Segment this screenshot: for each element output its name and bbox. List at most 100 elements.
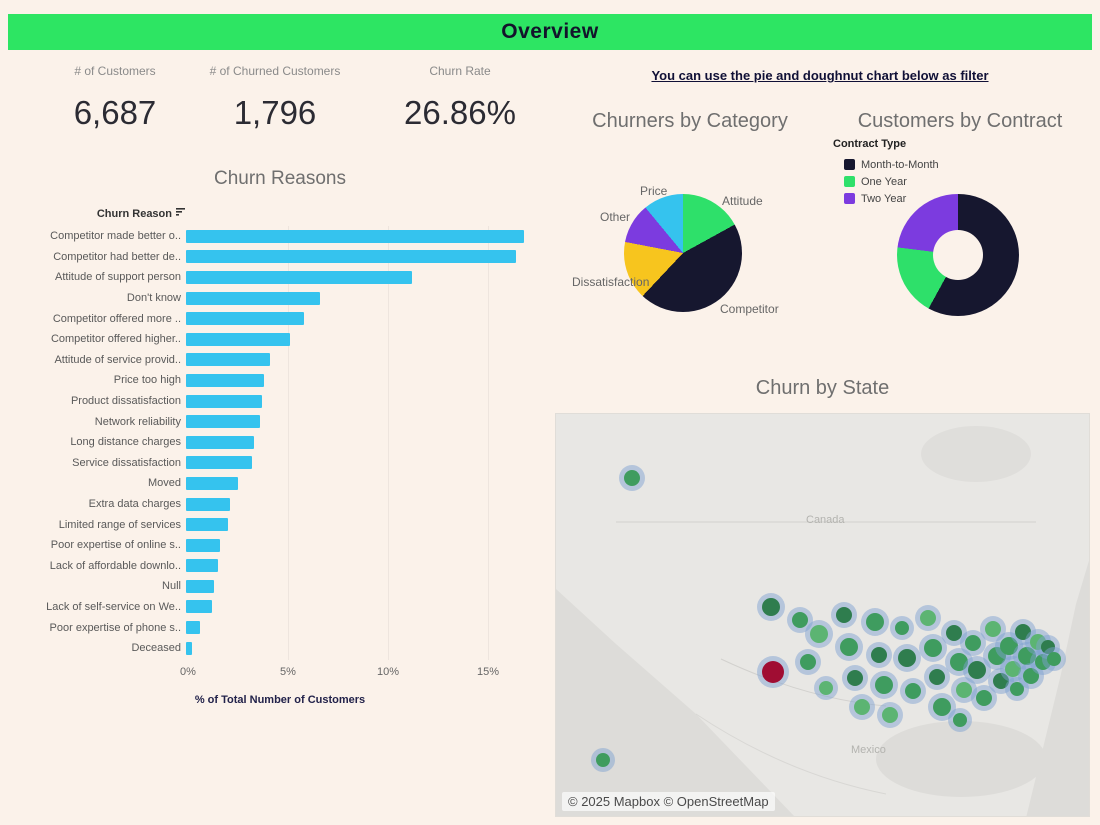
bar-row[interactable]: Competitor made better o.. (0, 226, 545, 247)
state-bubble[interactable] (965, 635, 981, 651)
legend-label: Two Year (861, 192, 907, 205)
bar[interactable] (186, 229, 524, 243)
bar-row[interactable]: Price too high (0, 370, 545, 391)
state-bubble[interactable] (792, 612, 808, 628)
bar[interactable] (186, 250, 516, 264)
state-bubble[interactable] (956, 682, 972, 698)
bar[interactable] (186, 497, 230, 511)
state-bubble[interactable] (762, 661, 784, 683)
bar-label: Extra data charges (88, 498, 181, 511)
state-bubble[interactable] (933, 698, 951, 716)
state-bubble[interactable] (924, 639, 942, 657)
bar-row[interactable]: Null (0, 576, 545, 597)
state-bubble[interactable] (920, 610, 936, 626)
state-bubble[interactable] (1023, 668, 1039, 684)
bar-label: Poor expertise of phone s.. (49, 621, 181, 634)
bar[interactable] (186, 621, 200, 635)
state-bubble[interactable] (810, 625, 828, 643)
contract-doughnut[interactable] (897, 194, 1019, 316)
bar-row[interactable]: Network reliability (0, 411, 545, 432)
bar-row[interactable]: Lack of affordable downlo.. (0, 556, 545, 577)
bar-label: Competitor made better o.. (50, 230, 181, 243)
state-bubble[interactable] (929, 669, 945, 685)
bar[interactable] (186, 373, 264, 387)
state-bubble[interactable] (1047, 652, 1061, 666)
bar[interactable] (186, 518, 228, 532)
bar[interactable] (186, 559, 218, 573)
bar-row[interactable]: Poor expertise of online s.. (0, 535, 545, 556)
state-bubble[interactable] (875, 676, 893, 694)
state-bubble[interactable] (950, 653, 968, 671)
state-bubble[interactable] (1010, 682, 1024, 696)
bar-row[interactable]: Lack of self-service on We.. (0, 597, 545, 618)
state-bubble[interactable] (898, 649, 916, 667)
state-bubble[interactable] (847, 670, 863, 686)
bar[interactable] (186, 353, 270, 367)
state-bubble[interactable] (762, 598, 780, 616)
legend-swatch-icon (844, 193, 855, 204)
state-bubble[interactable] (895, 621, 909, 635)
state-bubble[interactable] (866, 613, 884, 631)
pie-label-dissatisfaction: Dissatisfaction (572, 275, 650, 289)
state-bubble[interactable] (953, 713, 967, 727)
bar[interactable] (186, 332, 290, 346)
bar[interactable] (186, 538, 220, 552)
bar-row[interactable]: Attitude of service provid.. (0, 350, 545, 371)
state-bubble[interactable] (596, 753, 610, 767)
bar-row[interactable]: Competitor had better de.. (0, 247, 545, 268)
bar[interactable] (186, 270, 412, 284)
churn-by-state-title: Churn by State (755, 377, 890, 399)
state-bubble[interactable] (985, 621, 1001, 637)
category-pie[interactable] (624, 194, 742, 312)
bar[interactable] (186, 641, 192, 655)
legend-item[interactable]: Two Year (844, 190, 939, 207)
map-bubbles (556, 414, 1089, 816)
bar-row[interactable]: Poor expertise of phone s.. (0, 617, 545, 638)
state-bubble[interactable] (905, 683, 921, 699)
state-bubble[interactable] (993, 673, 1009, 689)
bar-row[interactable]: Product dissatisfaction (0, 391, 545, 412)
bar[interactable] (186, 291, 320, 305)
state-bubble[interactable] (1015, 624, 1031, 640)
bar[interactable] (186, 415, 260, 429)
state-bubble[interactable] (946, 625, 962, 641)
state-bubble[interactable] (819, 681, 833, 695)
state-bubble[interactable] (871, 647, 887, 663)
bar-row[interactable]: Don't know (0, 288, 545, 309)
bar[interactable] (186, 600, 212, 614)
state-bubble[interactable] (976, 690, 992, 706)
sort-icon[interactable] (176, 207, 186, 220)
bar-row[interactable]: Limited range of services (0, 514, 545, 535)
bar-row[interactable]: Extra data charges (0, 494, 545, 515)
legend-item[interactable]: Month-to-Month (844, 156, 939, 173)
bar[interactable] (186, 456, 252, 470)
bar[interactable] (186, 476, 238, 490)
kpi-value: 1,796 (233, 94, 317, 131)
state-bubble[interactable] (1005, 661, 1021, 677)
bar-row[interactable]: Competitor offered higher.. (0, 329, 545, 350)
bar[interactable] (186, 312, 304, 326)
bar[interactable] (186, 394, 262, 408)
state-bubble[interactable] (624, 470, 640, 486)
bar-row[interactable]: Service dissatisfaction (0, 453, 545, 474)
bar-rows: Competitor made better o.. Competitor had… (0, 226, 545, 658)
state-bubble[interactable] (882, 707, 898, 723)
bar-row[interactable]: Long distance charges (0, 432, 545, 453)
state-bubble[interactable] (854, 699, 870, 715)
state-bubble[interactable] (836, 607, 852, 623)
state-bubble[interactable] (1041, 640, 1055, 654)
state-bubble[interactable] (840, 638, 858, 656)
bar[interactable] (186, 435, 254, 449)
map-background (556, 414, 1089, 816)
bar[interactable] (186, 579, 214, 593)
state-bubble[interactable] (1018, 647, 1036, 665)
state-bubble[interactable] (968, 661, 986, 679)
legend-item[interactable]: One Year (844, 173, 939, 190)
bar-row[interactable]: Competitor offered more .. (0, 308, 545, 329)
bar-row[interactable]: Deceased (0, 638, 545, 659)
bar-row[interactable]: Moved (0, 473, 545, 494)
churn-by-state-map[interactable]: Canada Mexico © 2025 Mapbox © OpenStreet… (555, 413, 1090, 817)
state-bubble[interactable] (800, 654, 816, 670)
bar-row[interactable]: Attitude of support person (0, 267, 545, 288)
state-bubble[interactable] (1000, 637, 1018, 655)
